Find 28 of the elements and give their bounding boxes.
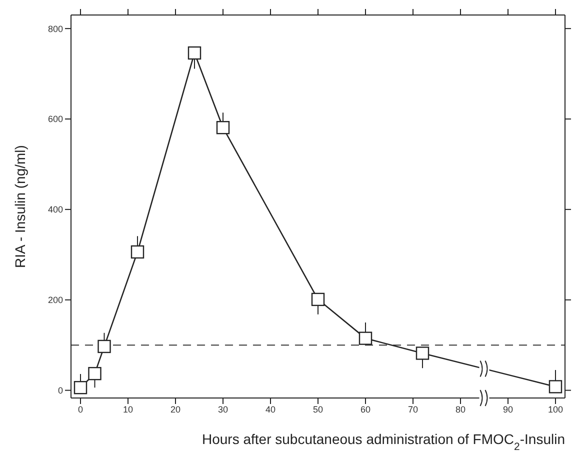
point xyxy=(88,366,102,380)
x-tick-label: 20 xyxy=(170,404,181,414)
x-tick-label: 80 xyxy=(455,404,466,414)
point xyxy=(74,381,88,394)
y-tick-label: 400 xyxy=(48,204,63,215)
x-axis-title: Hours after subcutaneous administration of FMOC$_{2}$-Insulin xyxy=(202,431,565,453)
y-tick-label: 0 xyxy=(58,386,63,396)
x-tick-label: 50 xyxy=(312,404,324,414)
point xyxy=(416,346,430,360)
y-tick-label: 600 xyxy=(48,114,63,124)
point xyxy=(188,46,202,60)
point xyxy=(358,332,372,345)
x-tick-label: 10 xyxy=(122,404,134,414)
point xyxy=(311,292,325,306)
x-tick-label: 0 xyxy=(78,404,84,414)
x-tick-label: 60 xyxy=(360,404,371,414)
x-tick-label: 70 xyxy=(408,404,418,414)
x-tick-label: 90 xyxy=(502,404,514,414)
y-tick-label: 800 xyxy=(48,24,63,34)
point xyxy=(548,380,562,394)
point xyxy=(130,245,144,259)
x-tick-label: 30 xyxy=(218,404,228,414)
point xyxy=(216,120,230,134)
y-tick-label: 200 xyxy=(48,295,63,306)
y-axis-title: RIA - Insulin (ng/ml) xyxy=(12,145,28,268)
x-tick-label: 40 xyxy=(265,404,276,414)
x-tick-label: 100 xyxy=(548,404,564,414)
point xyxy=(98,340,111,354)
